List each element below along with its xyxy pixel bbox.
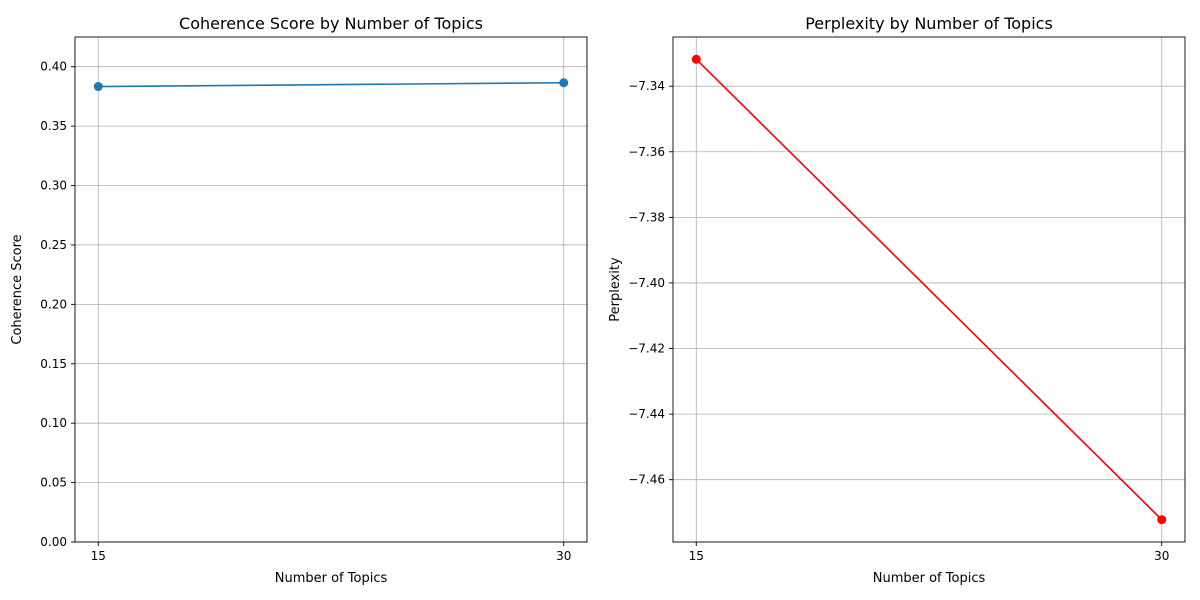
perplexity-x-tick-label: 15 bbox=[689, 549, 704, 563]
perplexity-x-axis-label: Number of Topics bbox=[873, 571, 986, 586]
perplexity-y-tick-label: −7.38 bbox=[628, 210, 665, 224]
coherence-plot-frame bbox=[74, 36, 588, 543]
perplexity-y-axis-label: Perplexity bbox=[608, 257, 623, 322]
coherence-data-point bbox=[93, 82, 103, 92]
coherence-series bbox=[93, 78, 569, 92]
perplexity-series-line bbox=[695, 58, 1163, 521]
coherence-y-tick-label: 0.20 bbox=[40, 297, 67, 311]
perplexity-data-point bbox=[1157, 515, 1167, 525]
coherence-x-tick-label: 30 bbox=[556, 549, 571, 563]
coherence-y-tick-label: 0.00 bbox=[40, 535, 67, 549]
coherence-grid bbox=[75, 37, 587, 543]
coherence-chart-title: Coherence Score by Number of Topics bbox=[179, 14, 483, 33]
perplexity-series bbox=[691, 54, 1167, 525]
coherence-x-axis-label: Number of Topics bbox=[275, 571, 388, 586]
coherence-y-tick-label: 0.25 bbox=[40, 238, 67, 252]
perplexity-plot-frame bbox=[672, 36, 1186, 543]
coherence-y-tick-label: 0.15 bbox=[40, 357, 67, 371]
coherence-y-axis-label: Coherence Score bbox=[10, 234, 25, 344]
perplexity-grid bbox=[673, 37, 1185, 542]
perplexity-y-tick-label: −7.42 bbox=[628, 342, 665, 356]
perplexity-data-point bbox=[691, 54, 701, 64]
perplexity-y-tick-label: −7.34 bbox=[628, 79, 665, 93]
coherence-series-line bbox=[98, 81, 564, 88]
perplexity-y-tick-label: −7.44 bbox=[628, 407, 665, 421]
perplexity-y-tick-label: −7.46 bbox=[628, 473, 665, 487]
coherence-y-tick-label: 0.30 bbox=[40, 179, 67, 193]
coherence-data-point bbox=[559, 78, 569, 88]
coherence-y-tick-label: 0.40 bbox=[40, 60, 67, 74]
perplexity-x-tick-label: 30 bbox=[1154, 549, 1169, 563]
coherence-y-tick-label: 0.05 bbox=[40, 476, 67, 490]
perplexity-chart: 15 30−7.46−7.44−7.42−7.40−7.38−7.36−7.34 … bbox=[608, 14, 1186, 586]
perplexity-y-tick-label: −7.36 bbox=[628, 145, 665, 159]
coherence-y-tick-label: 0.35 bbox=[40, 119, 67, 133]
perplexity-ticks: 15 30 −7.46 −7.44 −7.42 −7.40 −7.38 −7.36 −7.34 bbox=[628, 79, 1169, 563]
coherence-x-tick-label: 15 bbox=[91, 549, 106, 563]
coherence-ticks: 15 30 0.00 0.05 0.10 0.15 0.20 0.25 0.30 0.35 0.40 bbox=[40, 60, 571, 563]
perplexity-y-tick-label: −7.40 bbox=[628, 276, 665, 290]
perplexity-chart-title: Perplexity by Number of Topics bbox=[805, 14, 1053, 33]
coherence-chart: 15 30 0.00 0.05 0.10 0.15 0.20 0.25 0.30 0.35 0.40… bbox=[10, 14, 588, 586]
coherence-y-tick-label: 0.10 bbox=[40, 416, 67, 430]
